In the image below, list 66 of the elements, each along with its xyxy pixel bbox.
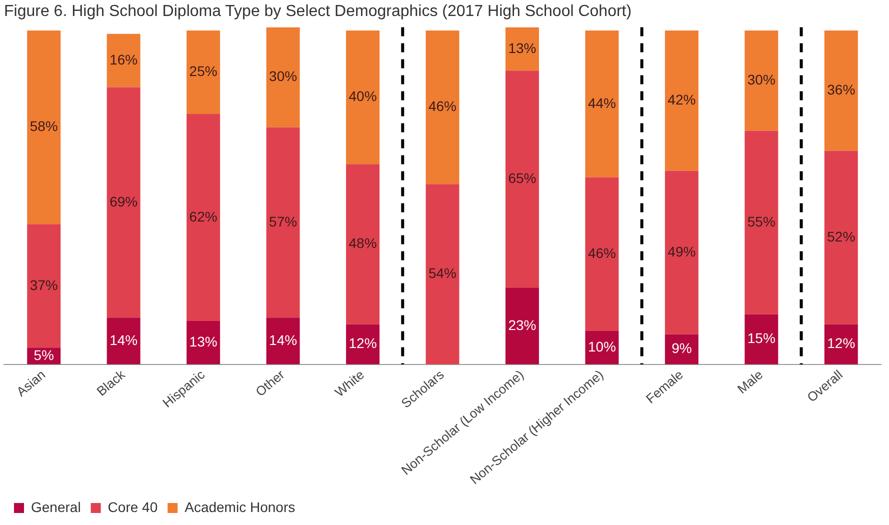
data-label: 54%	[428, 265, 457, 282]
data-label: 23%	[508, 316, 536, 333]
data-label: 52%	[827, 228, 856, 244]
data-label: 55%	[747, 213, 776, 230]
bar	[505, 288, 539, 364]
bar	[744, 130, 778, 314]
data-label: 30%	[269, 68, 298, 84]
bar	[505, 27, 539, 71]
data-label: 25%	[189, 63, 218, 80]
bar	[186, 114, 220, 321]
data-label: 65%	[508, 170, 536, 186]
bar	[744, 314, 778, 364]
data-label: 30%	[747, 71, 776, 88]
data-label: 14%	[269, 332, 298, 348]
data-label: 12%	[827, 335, 856, 352]
data-label: 13%	[508, 40, 536, 56]
data-label: 10%	[588, 338, 616, 355]
data-label: 62%	[189, 208, 218, 224]
bar	[744, 30, 778, 131]
bar	[346, 30, 380, 164]
bar	[585, 30, 619, 178]
bar	[106, 87, 140, 318]
bar	[266, 27, 300, 128]
bar	[27, 224, 61, 348]
chart-title: Figure 6. High School Diploma Type by Select Demographics (2017 High School Cohort)	[4, 3, 632, 20]
bar	[664, 30, 698, 171]
data-label: 40%	[348, 88, 377, 104]
bar	[664, 170, 698, 334]
bar	[426, 30, 460, 184]
bar	[27, 30, 61, 224]
data-label: 49%	[668, 243, 696, 260]
data-label: 36%	[827, 81, 856, 98]
data-label: 58%	[30, 118, 58, 134]
bar	[346, 324, 380, 364]
data-label: 15%	[747, 330, 776, 346]
bar	[186, 30, 220, 114]
data-label: 48%	[348, 235, 377, 252]
bar	[106, 34, 140, 88]
bar	[824, 30, 858, 151]
data-label: 69%	[110, 193, 138, 210]
x-tick-label: Male	[734, 366, 766, 397]
data-label: 14%	[110, 332, 138, 348]
legend-label: Core 40	[108, 498, 158, 515]
data-label: 16%	[110, 51, 138, 68]
bar	[346, 164, 380, 324]
legend-label: General	[31, 498, 81, 515]
bar	[505, 70, 539, 288]
data-label: 46%	[588, 245, 616, 262]
data-label: 13%	[189, 334, 218, 350]
bar	[426, 184, 460, 364]
bar	[186, 320, 220, 364]
data-label: 44%	[588, 94, 616, 111]
data-label: 42%	[668, 92, 696, 108]
data-label: 57%	[269, 213, 298, 230]
bar	[106, 318, 140, 364]
data-label: 46%	[428, 98, 457, 114]
legend-label: Academic Honors	[184, 498, 296, 515]
data-label: 9%	[672, 340, 692, 356]
bar	[266, 318, 300, 364]
bar	[824, 324, 858, 364]
data-label: 5%	[34, 346, 54, 363]
data-label: 37%	[30, 276, 58, 293]
bar	[824, 150, 858, 324]
data-label: 12%	[348, 335, 377, 352]
bar	[266, 127, 300, 318]
bar	[585, 177, 619, 331]
